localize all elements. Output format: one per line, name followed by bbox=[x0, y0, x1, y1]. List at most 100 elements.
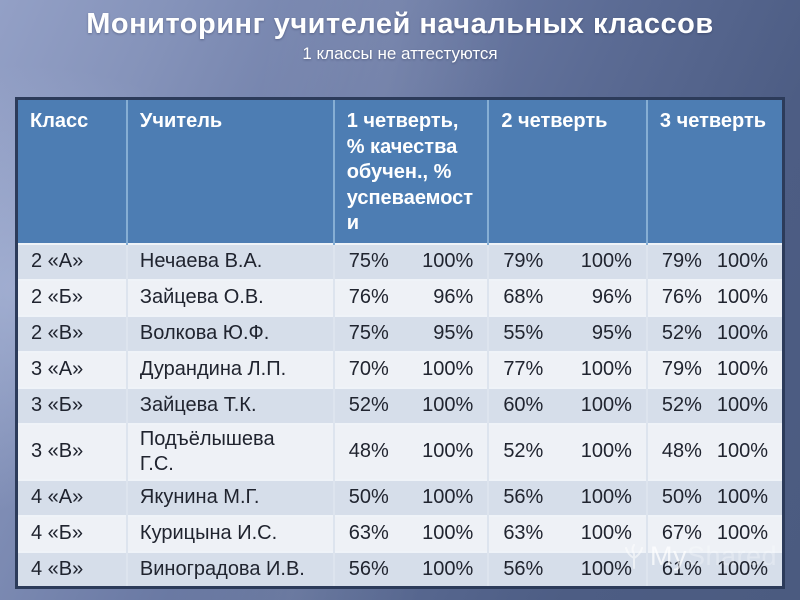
slide-title: Мониторинг учителей начальных классов bbox=[86, 8, 714, 40]
progress-value: 100% bbox=[422, 558, 474, 581]
progress-value: 100% bbox=[580, 486, 632, 509]
quarter1-cell: 75% 100% bbox=[333, 242, 490, 280]
table-row: 3 «Б» Зайцева Т.К. 52% 100% 60% 100% 52% 10… bbox=[16, 386, 784, 424]
quality-value: 56% bbox=[503, 558, 544, 581]
quarter1-cell: 76% 96% bbox=[333, 278, 490, 316]
quarter2-cell: 68% 96% bbox=[488, 278, 648, 316]
class-cell: 3 «Б» bbox=[16, 386, 128, 424]
teacher-cell: Якунина М.Г. bbox=[126, 478, 335, 516]
quarter1-cell: 50% 100% bbox=[333, 478, 490, 516]
quarter1-cell: 70% 100% bbox=[333, 350, 490, 388]
quarter3-cell: 76% 100% bbox=[646, 278, 784, 316]
progress-value: 100% bbox=[422, 486, 474, 509]
brand-my: My bbox=[650, 541, 687, 571]
table-row: 4 «В» Виноградова И.В. 56% 100% 56% 100% 6… bbox=[16, 550, 784, 588]
progress-value: 100% bbox=[580, 440, 632, 463]
brand-shared: Shared bbox=[687, 541, 778, 571]
table-row: 2 «А» Нечаева В.А. 75% 100% 79% 100% 79% 10… bbox=[16, 242, 784, 280]
progress-value: 100% bbox=[580, 358, 632, 381]
progress-value: 100% bbox=[580, 558, 632, 581]
quality-value: 50% bbox=[348, 486, 389, 509]
progress-value: 100% bbox=[716, 522, 768, 545]
quarter2-cell: 55% 95% bbox=[488, 314, 648, 352]
quality-value: 77% bbox=[503, 358, 544, 381]
quarter3-cell: 79% 100% bbox=[646, 242, 784, 280]
header-quarter1: 1 четверть, % качества обучен., % успева… bbox=[333, 98, 490, 244]
quarter3-cell: 50% 100% bbox=[646, 478, 784, 516]
table-row: 4 «Б» Курицына И.С. 63% 100% 63% 100% 67% 1… bbox=[16, 514, 784, 552]
quarter2-cell: 56% 100% bbox=[488, 550, 648, 588]
progress-value: 95% bbox=[433, 322, 474, 345]
table-row: 3 «А» Дурандина Л.П. 70% 100% 77% 100% 79%… bbox=[16, 350, 784, 388]
slide-header: Мониторинг учителей начальных классов 1 … bbox=[0, 8, 800, 64]
quarter2-cell: 56% 100% bbox=[488, 478, 648, 516]
class-cell: 2 «В» bbox=[16, 314, 128, 352]
progress-value: 100% bbox=[716, 358, 768, 381]
quarter2-cell: 52% 100% bbox=[488, 422, 648, 480]
quality-value: 76% bbox=[661, 286, 702, 309]
quality-value: 55% bbox=[503, 322, 544, 345]
progress-value: 100% bbox=[422, 394, 474, 417]
quality-value: 52% bbox=[348, 394, 389, 417]
quarter3-cell: 67% 100% bbox=[646, 514, 784, 552]
quality-value: 60% bbox=[503, 394, 544, 417]
table-row: 2 «В» Волкова Ю.Ф. 75% 95% 55% 95% 52% 100% bbox=[16, 314, 784, 352]
quarter3-cell: 61% 100% bbox=[646, 550, 784, 588]
quality-value: 63% bbox=[503, 522, 544, 545]
teacher-cell: Курицына И.С. bbox=[126, 514, 335, 552]
quality-value: 76% bbox=[348, 286, 389, 309]
slide-subtitle: 1 классы не аттестуются bbox=[302, 44, 498, 63]
quarter1-cell: 56% 100% bbox=[333, 550, 490, 588]
quality-value: 70% bbox=[348, 358, 389, 381]
header-quarter2: 2 четверть bbox=[488, 98, 648, 244]
quality-value: 52% bbox=[503, 440, 544, 463]
class-cell: 4 «В» bbox=[16, 550, 128, 588]
progress-value: 100% bbox=[580, 394, 632, 417]
table-row: 3 «В» Подъёлышева Г.С. 48% 100% 52% 100% 4… bbox=[16, 422, 784, 480]
teacher-name: Подъёлышева Г.С. bbox=[139, 427, 275, 475]
table-row: 2 «Б» Зайцева О.В. 76% 96% 68% 96% 76% 100% bbox=[16, 278, 784, 316]
teacher-cell: Нечаева В.А. bbox=[126, 242, 335, 280]
progress-value: 100% bbox=[422, 358, 474, 381]
progress-value: 100% bbox=[422, 440, 474, 463]
table-row: 4 «А» Якунина М.Г. 50% 100% 56% 100% 50% 10… bbox=[16, 478, 784, 516]
progress-value: 100% bbox=[716, 322, 768, 345]
quality-value: 52% bbox=[661, 322, 702, 345]
header-class: Класс bbox=[16, 98, 128, 244]
quality-value: 67% bbox=[661, 522, 702, 545]
class-cell: 3 «А» bbox=[16, 350, 128, 388]
progress-value: 100% bbox=[716, 440, 768, 463]
quality-value: 61% bbox=[661, 558, 702, 581]
teacher-cell: Зайцева О.В. bbox=[126, 278, 335, 316]
progress-value: 95% bbox=[591, 322, 632, 345]
progress-value: 100% bbox=[716, 394, 768, 417]
quarter1-cell: 52% 100% bbox=[333, 386, 490, 424]
progress-value: 100% bbox=[716, 486, 768, 509]
quality-value: 48% bbox=[661, 440, 702, 463]
quarter1-cell: 75% 95% bbox=[333, 314, 490, 352]
myshared-brand-text: MyShared bbox=[650, 541, 777, 572]
progress-value: 100% bbox=[716, 286, 768, 309]
quality-value: 79% bbox=[661, 250, 702, 273]
quarter3-cell: 52% 100% bbox=[646, 314, 784, 352]
quality-value: 75% bbox=[348, 250, 389, 273]
myshared-tree-icon bbox=[625, 543, 643, 569]
quality-value: 75% bbox=[348, 322, 389, 345]
progress-value: 100% bbox=[716, 558, 768, 581]
quarter2-cell: 79% 100% bbox=[488, 242, 648, 280]
quarter2-cell: 77% 100% bbox=[488, 350, 648, 388]
progress-value: 100% bbox=[422, 250, 474, 273]
quality-value: 50% bbox=[661, 486, 702, 509]
quarter3-cell: 79% 100% bbox=[646, 350, 784, 388]
class-cell: 2 «Б» bbox=[16, 278, 128, 316]
quality-value: 56% bbox=[348, 558, 389, 581]
header-teacher: Учитель bbox=[126, 98, 335, 244]
progress-value: 96% bbox=[591, 286, 632, 309]
progress-value: 100% bbox=[580, 250, 632, 273]
progress-value: 96% bbox=[433, 286, 474, 309]
progress-value: 100% bbox=[422, 522, 474, 545]
class-cell: 3 «В» bbox=[16, 422, 128, 480]
class-cell: 4 «А» bbox=[16, 478, 128, 516]
monitoring-table: Класс Учитель 1 четверть, % качества обу… bbox=[15, 97, 785, 590]
quality-value: 79% bbox=[661, 358, 702, 381]
